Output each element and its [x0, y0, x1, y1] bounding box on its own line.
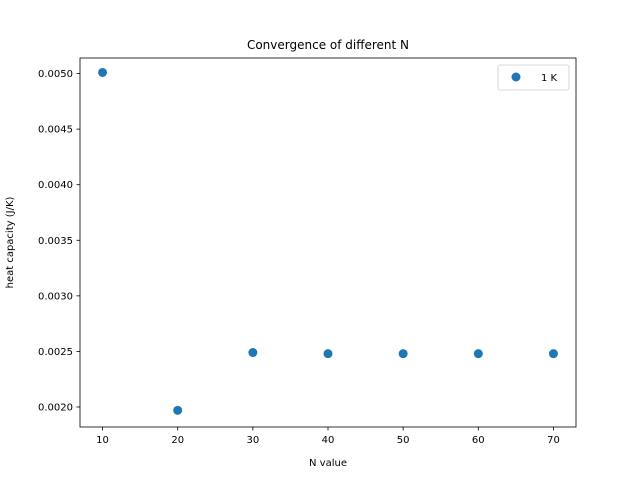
data-points	[98, 67, 558, 415]
legend: 1 K	[497, 64, 570, 91]
x-tick-label: 10	[96, 435, 109, 446]
y-tick-label: 0.0040	[38, 180, 73, 191]
x-tick-label: 30	[246, 435, 259, 446]
y-tick-label: 0.0045	[38, 125, 73, 136]
data-point	[548, 349, 558, 359]
plot-area	[80, 58, 576, 427]
y-axis-label: heat capacity (J/K)	[5, 197, 16, 289]
y-tick-label: 0.0030	[38, 291, 73, 302]
data-point	[98, 67, 108, 77]
data-point	[323, 349, 333, 359]
y-tick-label: 0.0035	[38, 236, 73, 247]
chart-title: Convergence of different N	[247, 38, 409, 52]
x-axis-label: N value	[309, 458, 347, 469]
x-tick-label: 20	[171, 435, 184, 446]
x-tick-label: 50	[397, 435, 410, 446]
legend-box	[497, 64, 570, 91]
y-tick-label: 0.0050	[38, 69, 73, 80]
x-axis-ticks: 10 20 30 40 50 60 70	[96, 427, 560, 446]
legend-marker	[511, 72, 521, 82]
legend-entry-label: 1 K	[541, 73, 558, 84]
y-axis-ticks: 0.0020 0.0025 0.0030 0.0035 0.0040 0.0045 0.00…	[38, 69, 80, 413]
y-tick-label: 0.0020	[38, 402, 73, 413]
x-tick-label: 70	[547, 435, 560, 446]
y-tick-label: 0.0025	[38, 347, 73, 358]
x-tick-label: 40	[322, 435, 335, 446]
data-point	[473, 349, 483, 359]
data-point	[173, 405, 183, 415]
data-point	[248, 348, 258, 358]
x-tick-label: 60	[472, 435, 485, 446]
data-point	[398, 349, 408, 359]
